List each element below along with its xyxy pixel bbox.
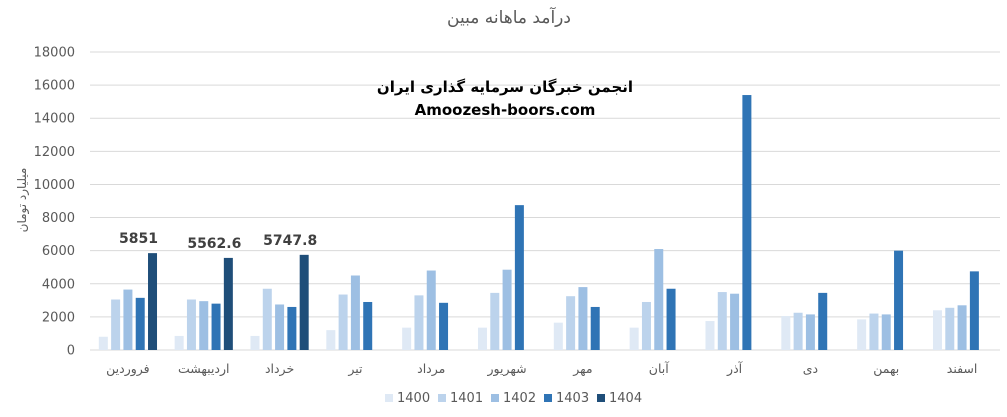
x-category-label: خرداد <box>265 361 294 377</box>
data-label: 5747.8 <box>263 233 317 249</box>
x-category-label: شهریور <box>487 361 527 377</box>
legend-label: 1402 <box>503 391 536 406</box>
legend-swatch-1400 <box>385 394 393 402</box>
legend-swatch-1401 <box>438 394 446 402</box>
bar-1401-4 <box>414 295 424 350</box>
bar-1402-4 <box>426 270 436 350</box>
bar-1400-1 <box>174 335 184 350</box>
y-tick-label: 16000 <box>34 79 75 94</box>
data-labels: 5851 5562.6 5747.8 <box>119 231 317 252</box>
bar-1403-7 <box>666 288 676 350</box>
bar-1403-5 <box>514 205 524 350</box>
y-tick-label: 2000 <box>42 310 75 325</box>
bar-1401-2 <box>262 288 272 350</box>
bar-1402-6 <box>578 287 588 350</box>
bars <box>98 95 979 351</box>
x-category-label: آبان <box>649 361 669 376</box>
bar-1401-3 <box>338 294 348 350</box>
x-category-label: اسفند <box>947 361 978 376</box>
bar-1401-1 <box>186 299 196 350</box>
bar-1403-8 <box>742 95 752 351</box>
watermark-line2: Amoozesh-boors.com <box>415 101 596 119</box>
y-axis-ticks: 0 2000 4000 6000 8000 10000 12000 14000 16000 180… <box>34 46 75 359</box>
bar-1401-6 <box>566 296 576 350</box>
y-axis-label: میلیارد تومان <box>15 168 30 233</box>
bar-1403-10 <box>894 250 904 350</box>
bar-1400-9 <box>781 316 791 350</box>
bar-1402-9 <box>805 314 815 350</box>
data-label: 5562.6 <box>187 236 241 252</box>
x-category-label: بهمن <box>873 361 899 377</box>
bar-1404-1 <box>223 257 233 350</box>
y-tick-label: 4000 <box>42 277 75 292</box>
bar-1401-10 <box>869 313 879 350</box>
bar-1401-9 <box>793 312 803 350</box>
x-axis-categories: فروردین اردیبهشت خرداد تیر مرداد شهریور مهر آبا… <box>106 361 977 377</box>
bar-1403-9 <box>818 292 828 350</box>
y-tick-label: 18000 <box>34 46 75 61</box>
x-category-label: آذر <box>726 361 743 377</box>
bar-1403-0 <box>135 297 145 350</box>
watermark-line1: انجمن خبرگان سرمایه گذاری ایران <box>377 78 633 96</box>
bar-1401-5 <box>490 292 500 350</box>
legend-label: 1401 <box>450 391 483 406</box>
bar-1400-7 <box>629 327 639 350</box>
bar-1401-11 <box>945 307 955 350</box>
legend-label: 1400 <box>397 391 430 406</box>
bar-1403-1 <box>211 303 221 350</box>
x-category-label: فروردین <box>106 361 150 377</box>
y-tick-label: 12000 <box>34 145 75 160</box>
legend-label: 1403 <box>556 391 589 406</box>
bar-1403-2 <box>287 306 297 350</box>
x-category-label: تیر <box>347 361 363 377</box>
bar-1404-2 <box>299 254 309 350</box>
bar-1404-0 <box>148 253 158 350</box>
bar-1402-11 <box>957 305 967 350</box>
x-category-label: مهر <box>572 361 592 377</box>
bar-1400-11 <box>932 310 942 350</box>
bar-1400-8 <box>705 321 715 350</box>
bar-1401-0 <box>111 299 121 350</box>
bar-1402-7 <box>654 249 664 350</box>
bar-1403-3 <box>363 301 373 350</box>
bar-1402-10 <box>881 314 891 350</box>
bar-1400-2 <box>250 335 260 350</box>
bar-1402-3 <box>350 275 360 350</box>
legend-swatch-1404 <box>597 394 605 402</box>
bar-1400-4 <box>402 327 412 350</box>
bar-1402-8 <box>730 293 740 350</box>
y-tick-label: 0 <box>67 344 75 359</box>
bar-1402-2 <box>275 304 285 350</box>
data-label: 5851 <box>119 231 158 247</box>
bar-1402-5 <box>502 269 512 350</box>
bar-1402-0 <box>123 289 133 350</box>
bar-1403-6 <box>590 306 600 350</box>
bar-1400-5 <box>477 327 487 350</box>
legend-swatch-1402 <box>491 394 499 402</box>
bar-1401-7 <box>641 301 651 350</box>
legend-swatch-1403 <box>544 394 552 402</box>
chart-title: درآمد ماهانه مبین <box>447 6 571 28</box>
bar-1400-0 <box>98 336 108 350</box>
bar-1400-6 <box>553 322 563 350</box>
x-category-label: مرداد <box>417 361 445 377</box>
bar-1401-8 <box>717 292 727 350</box>
y-tick-label: 6000 <box>42 244 75 259</box>
y-tick-label: 14000 <box>34 112 75 127</box>
bar-1403-11 <box>969 271 979 350</box>
y-tick-label: 10000 <box>34 178 75 193</box>
grid-layer <box>90 51 1000 351</box>
bar-1400-3 <box>326 330 336 350</box>
y-tick-label: 8000 <box>42 211 75 226</box>
legend-label: 1404 <box>609 391 642 406</box>
bar-1403-4 <box>439 302 449 350</box>
bar-1402-1 <box>199 301 209 350</box>
x-category-label: اردیبهشت <box>178 361 230 377</box>
legend: 1400 1401 1402 1403 1404 <box>385 391 642 406</box>
x-category-label: دی <box>803 361 818 376</box>
bar-1400-10 <box>857 319 867 350</box>
